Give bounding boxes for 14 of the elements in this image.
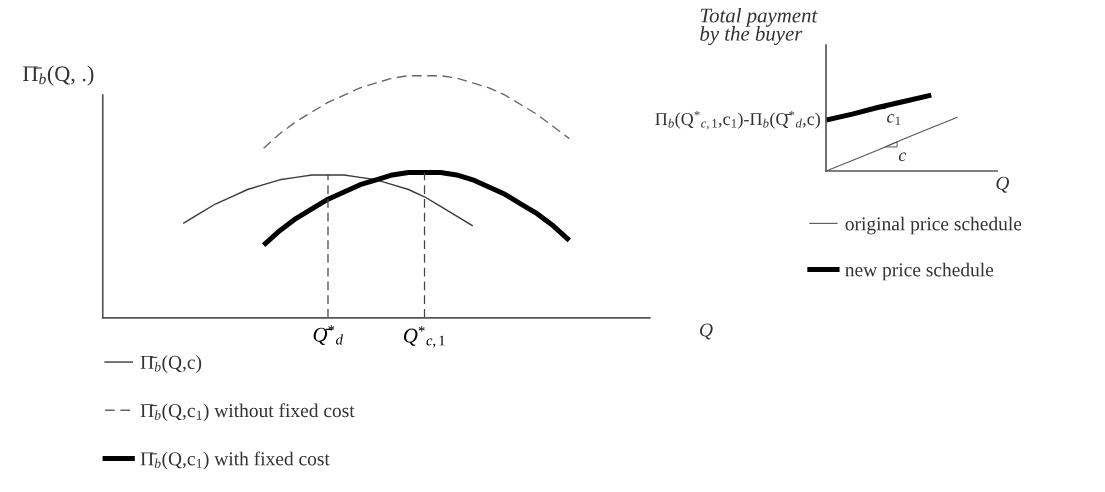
x-axis-title: Q bbox=[700, 323, 713, 340]
annotation: c bbox=[898, 152, 907, 162]
x-tick-label: Q$^{*}$$_{c,1}$ bbox=[404, 326, 445, 348]
y-axis-title: Π̄$_{b}$(Q, .) bbox=[22, 65, 94, 86]
x-axis-title: Q bbox=[996, 176, 1010, 193]
x-tick-label: Q̄$^{*}$$_{d}$ bbox=[313, 325, 343, 345]
annotation: c$_{1}$ bbox=[887, 114, 901, 126]
legend-label: Π̄$_{b}$(Q,c) bbox=[140, 355, 202, 373]
legend-label: new price schedule bbox=[845, 262, 994, 281]
legend-label: original price schedule bbox=[845, 216, 1022, 235]
legend-label: Π̄$_{b}$(Q,c$_{1}$) without fixed cost bbox=[140, 403, 355, 422]
legend-label: Π̄$_{b}$(Q,c$_{1}$) with fixed cost bbox=[140, 451, 330, 470]
y-axis-title: Total payment by the buyer bbox=[700, 7, 818, 46]
text: Π$_{b}$(Q$^{*}$$_{c,1}$,c$_{1}$)-Π$_{b}$(Q̄$^{*}$$_{d}$,c) bbox=[655, 110, 820, 130]
